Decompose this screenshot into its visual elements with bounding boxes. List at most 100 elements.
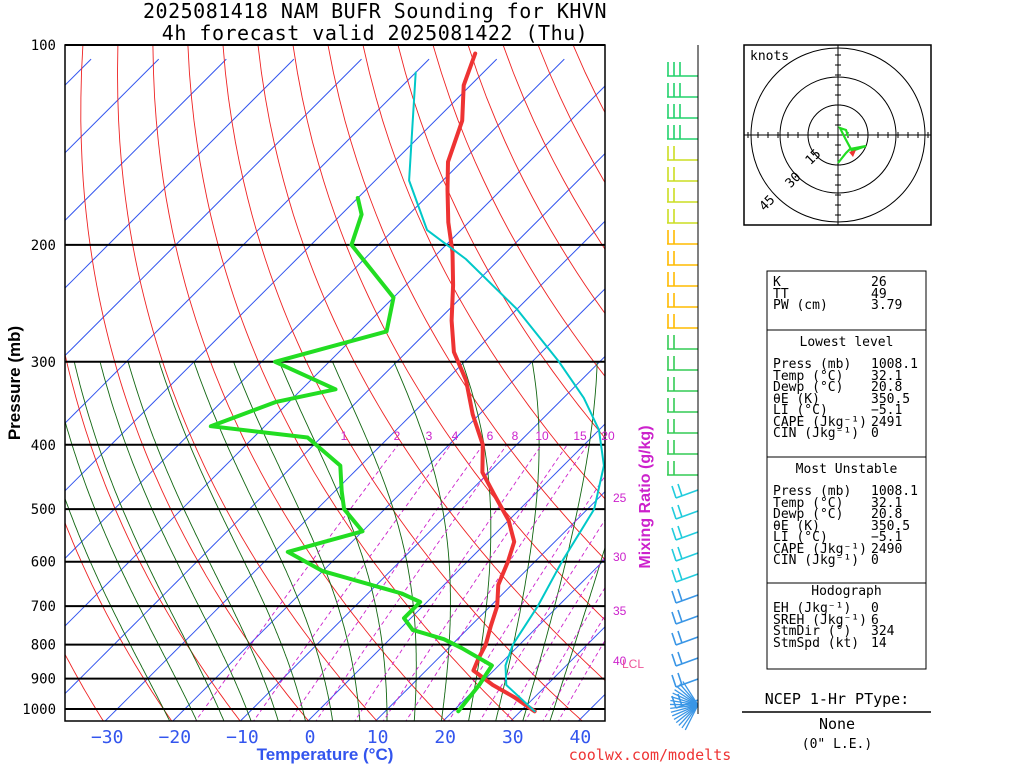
y-tick-label: 900 bbox=[31, 672, 56, 688]
moist-adiabat bbox=[278, 361, 388, 721]
isotherm bbox=[510, 626, 605, 721]
isotherm bbox=[65, 58, 565, 560]
y-tick-label: 500 bbox=[31, 502, 56, 518]
mixing-ratio-line bbox=[289, 444, 484, 721]
wind-barb bbox=[667, 125, 698, 140]
index-row: StmDir (°) 324 bbox=[773, 624, 923, 639]
index-label: CIN (Jkg⁻¹) bbox=[773, 426, 860, 441]
x-tick-label: 30 bbox=[502, 727, 524, 748]
index-row: CAPE (Jkg⁻¹) 2491 bbox=[773, 414, 923, 430]
mixing-ratio-line bbox=[382, 444, 568, 721]
dry-adiabat bbox=[292, 45, 605, 621]
dry-adiabat bbox=[467, 45, 605, 315]
moist-adiabat bbox=[522, 361, 598, 721]
wind-barb bbox=[682, 681, 699, 706]
wind-barb bbox=[667, 377, 698, 392]
most-unstable-table: Press (mb) 1008.1 Temp (°C) 32.1 Dewp (°C) 20… bbox=[773, 485, 923, 566]
wind-barb bbox=[671, 483, 699, 499]
index-row: SREH (Jkg⁻¹) 6 bbox=[773, 614, 923, 626]
profile-parcel bbox=[408, 71, 605, 713]
dry-adiabat bbox=[327, 45, 605, 561]
dry-adiabat bbox=[502, 45, 605, 250]
dry-adiabat bbox=[65, 653, 104, 721]
mixing-ratio-tick-label: 1 bbox=[341, 429, 348, 443]
lowest-level-table: Press (mb) 1008.1 Temp (°C) 32.1 Dewp (°C) 20… bbox=[773, 357, 923, 441]
wind-barb bbox=[676, 686, 699, 706]
index-label: Press (mb) bbox=[773, 357, 852, 372]
lowest-level-header: Lowest level bbox=[799, 335, 894, 350]
moist-adiabat bbox=[73, 361, 225, 721]
index-row: θE (K) 350.5 bbox=[773, 391, 923, 407]
index-label: CAPE (Jkg⁻¹) bbox=[773, 414, 867, 430]
dry-adiabat bbox=[362, 45, 605, 500]
dry-adiabat bbox=[222, 45, 583, 721]
lcl-label: LCL bbox=[622, 657, 644, 671]
x-tick-label: −30 bbox=[91, 727, 124, 748]
y-tick-label: 800 bbox=[31, 638, 56, 654]
index-row: TT 49 bbox=[773, 288, 923, 300]
y-tick-label: 600 bbox=[31, 555, 56, 571]
isotherm bbox=[104, 220, 605, 721]
mixing-ratio-line bbox=[524, 586, 605, 721]
mixing-ratio-tick-label: 35 bbox=[613, 604, 627, 618]
y-tick-label: 300 bbox=[31, 355, 56, 371]
wind-barb bbox=[671, 546, 699, 562]
mixing-ratio-line bbox=[315, 444, 508, 721]
wind-barb bbox=[678, 704, 699, 726]
index-label: θE (K) bbox=[773, 518, 820, 534]
index-label: K bbox=[773, 275, 781, 290]
mixing-ratio-line bbox=[253, 444, 451, 721]
dry-adiabat bbox=[65, 352, 241, 721]
wind-barb bbox=[670, 704, 699, 713]
index-row: CIN (Jkg⁻¹) 0 bbox=[773, 554, 923, 566]
most-unstable-header: Most Unstable bbox=[795, 462, 898, 477]
index-row: PW (cm) 3.79 bbox=[773, 298, 923, 313]
index-label: Dewp (°C) bbox=[773, 380, 844, 395]
index-label: θE (K) bbox=[773, 391, 820, 407]
indices-summary: K 26 TT 49 PW (cm) 3.79 bbox=[773, 275, 923, 313]
wind-barb bbox=[671, 704, 699, 717]
index-value: 32.1 bbox=[871, 368, 903, 384]
dry-adiabat bbox=[958, 45, 1024, 723]
index-row: StmSpd (kt) 14 bbox=[773, 635, 923, 651]
isotherm bbox=[442, 558, 605, 721]
title-line-1: 2025081418 NAM BUFR Sounding for KHVN bbox=[142, 0, 608, 23]
index-row: LI (°C) −5.1 bbox=[773, 531, 923, 543]
wind-barb bbox=[670, 699, 699, 706]
wind-barb bbox=[667, 104, 698, 119]
dry-adiabat bbox=[432, 45, 605, 377]
isotherm bbox=[65, 58, 430, 424]
wind-barb bbox=[671, 609, 699, 625]
wind-barb bbox=[667, 83, 698, 98]
wind-barb bbox=[667, 251, 698, 266]
wind-barb bbox=[667, 188, 698, 203]
moist-adiabat bbox=[549, 546, 605, 721]
index-label: StmDir (°) bbox=[773, 624, 852, 639]
dry-adiabat bbox=[397, 45, 605, 439]
wind-barb bbox=[671, 630, 699, 646]
moist-adiabat bbox=[233, 361, 361, 721]
index-label: CAPE (Jkg⁻¹) bbox=[773, 541, 867, 557]
y-tick-label: 700 bbox=[31, 599, 56, 615]
title-line-2: 4h forecast valid 2025081422 (Thu) bbox=[161, 21, 589, 45]
mixing-ratio-tick-label: 15 bbox=[573, 429, 587, 443]
index-label: PW (cm) bbox=[773, 298, 828, 313]
index-value: 0 bbox=[871, 426, 879, 441]
index-value: 20.8 bbox=[871, 380, 903, 395]
x-tick-label: 20 bbox=[434, 727, 456, 748]
moist-adiabat bbox=[461, 361, 492, 721]
dry-adiabat bbox=[117, 45, 378, 721]
moist-adiabat bbox=[158, 361, 306, 721]
moist-adiabat bbox=[193, 361, 334, 721]
dry-adiabat bbox=[152, 45, 447, 721]
y-tick-label: 100 bbox=[31, 38, 56, 54]
moist-adiabat bbox=[127, 361, 279, 721]
mixing-ratio-line bbox=[354, 444, 542, 721]
mixing-ratio-line bbox=[405, 444, 588, 721]
wind-barb bbox=[667, 398, 698, 413]
wind-barb bbox=[667, 314, 698, 329]
x-tick-label: −20 bbox=[159, 727, 192, 748]
wind-barb bbox=[671, 588, 699, 604]
index-row: CAPE (Jkg⁻¹) 2490 bbox=[773, 541, 923, 557]
index-value: 14 bbox=[871, 635, 887, 651]
